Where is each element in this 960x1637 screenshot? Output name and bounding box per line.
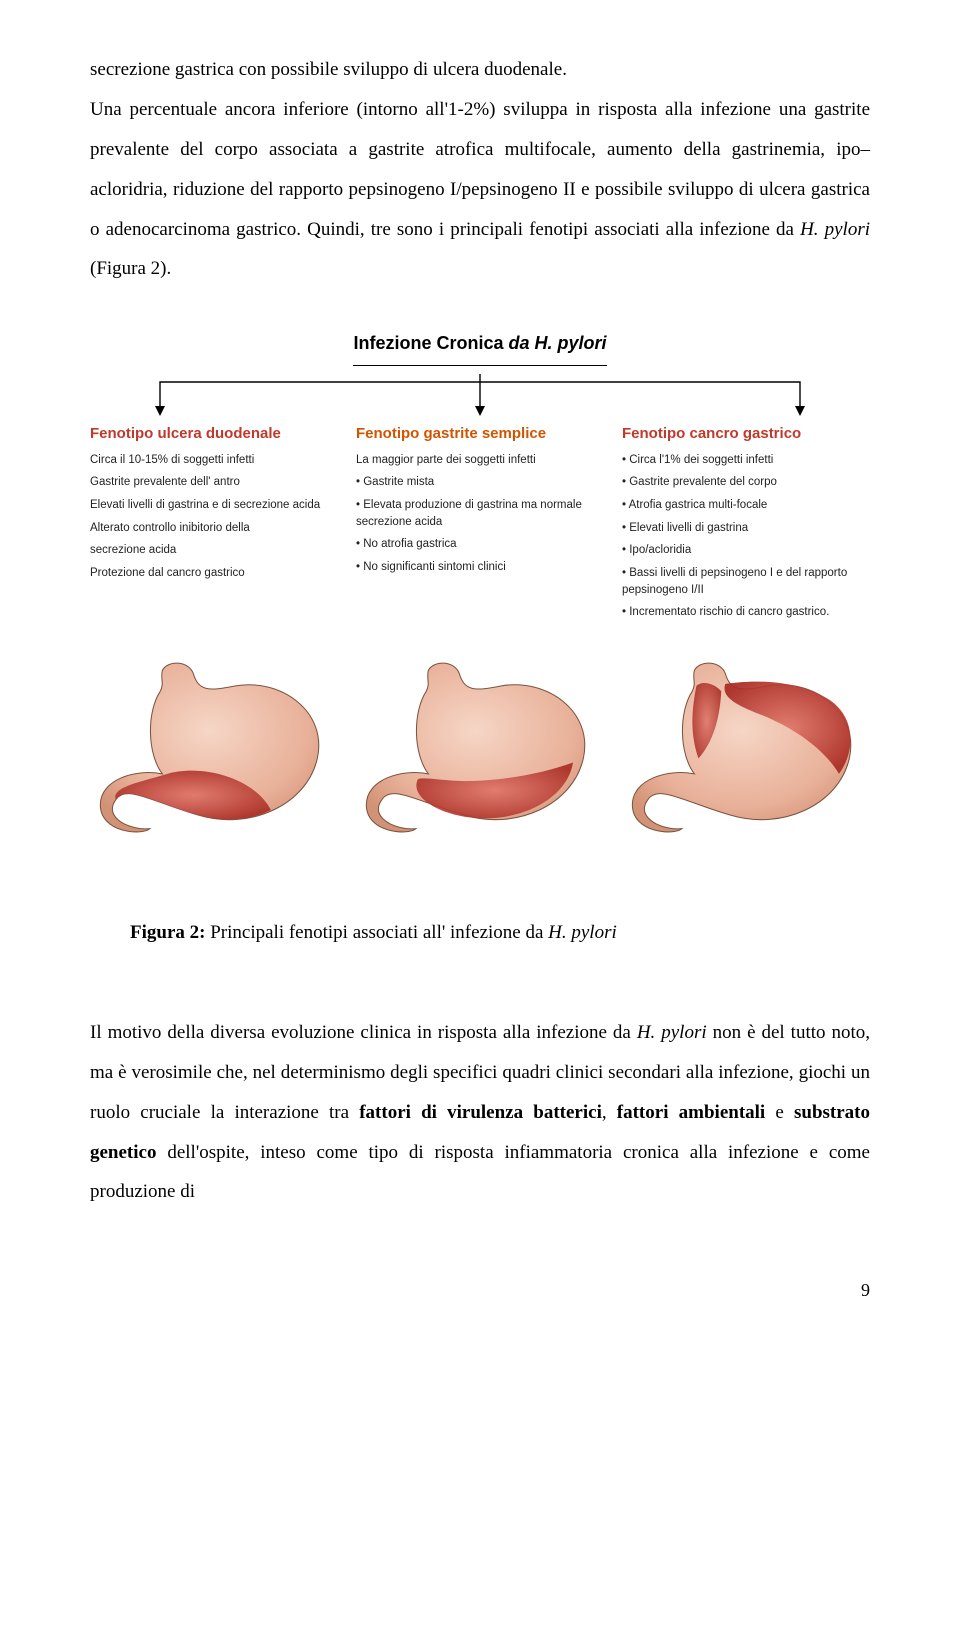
p3-bold2: fattori ambientali	[617, 1102, 765, 1123]
p2-text-a: Una percentuale ancora inferiore (intorn…	[90, 99, 870, 240]
figure-title-b: da H. pylori	[509, 333, 607, 353]
colA-item: Protezione dal cancro gastrico	[90, 565, 338, 582]
caption-t1: Principali fenotipi associati all' infez…	[205, 922, 548, 943]
colB-item: No significanti sintomi clinici	[356, 559, 604, 576]
connector-icon	[100, 372, 860, 420]
colC-item: Ipo/acloridia	[622, 542, 870, 559]
colB-title: Fenotipo gastrite semplice	[356, 424, 604, 444]
colB-item: Gastrite mista	[356, 474, 604, 491]
p3-a: Il motivo della diversa evoluzione clini…	[90, 1022, 637, 1043]
p1-text: secrezione gastrica con possibile svilup…	[90, 59, 567, 80]
p3-e: dell'ospite, inteso come tipo di rispost…	[90, 1142, 870, 1203]
page-number: 9	[90, 1272, 870, 1310]
colB-item: No atrofia gastrica	[356, 536, 604, 553]
colA-item: Alterato controllo inibitorio della	[90, 520, 338, 537]
colC-item: Atrofia gastrica multi-focale	[622, 497, 870, 514]
p3-c: ,	[602, 1102, 617, 1123]
colC-item: Elevati livelli di gastrina	[622, 520, 870, 537]
p3-d: e	[765, 1102, 794, 1123]
colA-item: secrezione acida	[90, 542, 338, 559]
stomach-C	[622, 653, 870, 843]
stomach-B	[356, 653, 604, 843]
colB-item: La maggior parte dei soggetti infetti	[356, 452, 604, 469]
colA-title: Fenotipo ulcera duodenale	[90, 424, 338, 444]
colC-item: Bassi livelli di pepsinogeno I e del rap…	[622, 565, 870, 598]
p3-italic: H. pylori	[637, 1022, 707, 1043]
stomach-icon	[356, 653, 604, 843]
col-duodenal: Fenotipo ulcera duodenale Circa il 10-15…	[90, 424, 338, 627]
paragraph-1: secrezione gastrica con possibile svilup…	[90, 50, 870, 90]
p2-italic: H. pylori	[800, 219, 870, 240]
colA-item: Circa il 10-15% di soggetti infetti	[90, 452, 338, 469]
colA-item: Gastrite prevalente dell' antro	[90, 474, 338, 491]
stomach-icon	[622, 653, 870, 843]
stomach-row	[90, 653, 870, 843]
col-semplice: Fenotipo gastrite semplice La maggior pa…	[356, 424, 604, 627]
phenotype-columns: Fenotipo ulcera duodenale Circa il 10-15…	[90, 424, 870, 627]
paragraph-3: Il motivo della diversa evoluzione clini…	[90, 1013, 870, 1212]
colC-title: Fenotipo cancro gastrico	[622, 424, 870, 444]
colA-item: Elevati livelli di gastrina e di secrezi…	[90, 497, 338, 514]
figure-title: Infezione Cronica da H. pylori	[353, 325, 606, 366]
colC-item: Circa l'1% dei soggetti infetti	[622, 452, 870, 469]
figure-title-a: Infezione Cronica	[353, 333, 508, 353]
colB-item: Elevata produzione di gastrina ma normal…	[356, 497, 604, 530]
figure-2: Infezione Cronica da H. pylori Fenotipo …	[90, 324, 870, 953]
figure-caption: Figura 2: Principali fenotipi associati …	[130, 913, 870, 953]
colC-item: Gastrite prevalente del corpo	[622, 474, 870, 491]
stomach-A	[90, 653, 338, 843]
caption-italic: H. pylori	[548, 922, 617, 943]
p2-text-b: (Figura 2).	[90, 258, 171, 279]
colC-item: Incrementato rischio di cancro gastrico.	[622, 604, 870, 621]
caption-bold: Figura 2:	[130, 922, 205, 943]
col-cancro: Fenotipo cancro gastrico Circa l'1% dei …	[622, 424, 870, 627]
stomach-icon	[90, 653, 338, 843]
paragraph-2: Una percentuale ancora inferiore (intorn…	[90, 90, 870, 289]
p3-bold1: fattori di virulenza batterici	[359, 1102, 602, 1123]
